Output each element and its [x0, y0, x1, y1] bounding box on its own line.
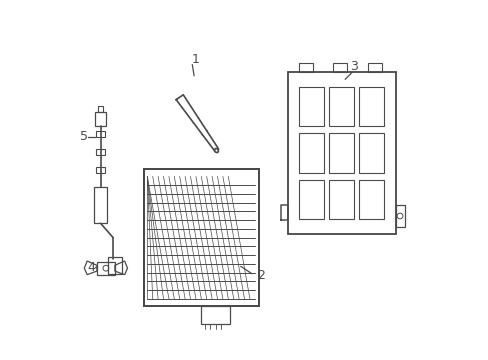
Bar — [96, 149, 104, 155]
Bar — [332, 63, 347, 72]
Bar — [96, 131, 104, 137]
Bar — [328, 86, 354, 126]
Text: 5: 5 — [80, 130, 88, 143]
Bar — [299, 133, 324, 173]
Bar — [98, 106, 103, 112]
Ellipse shape — [214, 149, 218, 153]
Text: 4: 4 — [87, 261, 95, 274]
Bar — [97, 262, 115, 275]
Bar — [107, 257, 122, 274]
Bar — [96, 167, 104, 173]
Bar — [358, 133, 384, 173]
Bar — [298, 63, 312, 72]
Bar — [367, 63, 381, 72]
Bar — [299, 86, 324, 126]
Bar — [358, 180, 384, 220]
Bar — [328, 133, 354, 173]
Bar — [143, 169, 258, 306]
Bar — [95, 112, 106, 126]
Bar — [287, 72, 395, 234]
Bar — [201, 306, 230, 324]
Bar — [358, 86, 384, 126]
Bar — [299, 180, 324, 220]
Polygon shape — [176, 95, 218, 152]
Text: 3: 3 — [349, 60, 358, 73]
Bar — [94, 187, 107, 223]
Text: 1: 1 — [192, 53, 200, 66]
Bar — [328, 180, 354, 220]
Text: 2: 2 — [256, 269, 264, 282]
Bar — [395, 205, 404, 227]
